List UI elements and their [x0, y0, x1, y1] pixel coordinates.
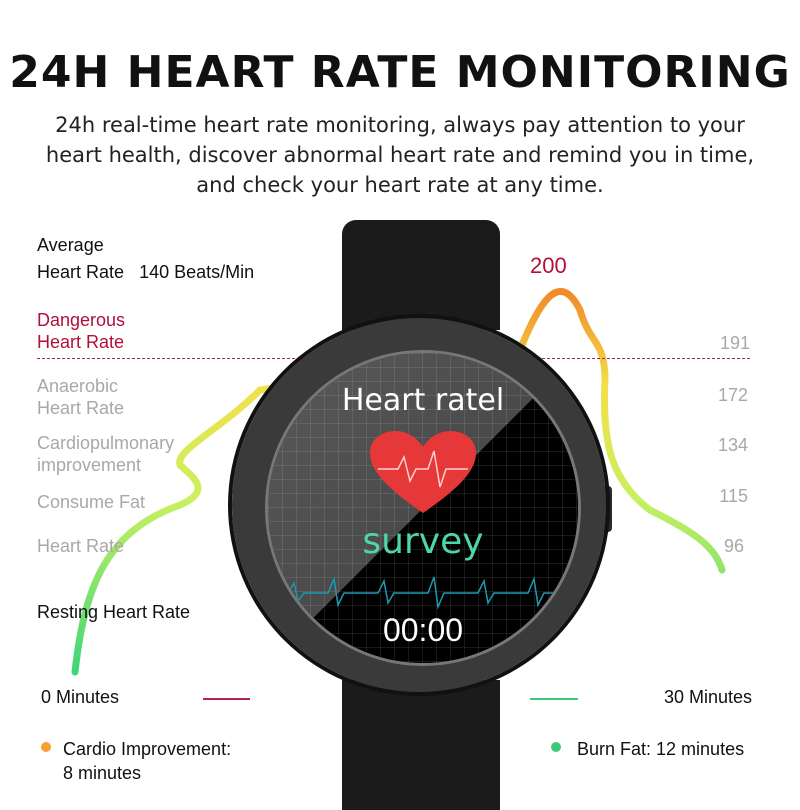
watch-strap-top: [342, 220, 500, 330]
heart-icon: [370, 431, 476, 513]
page-subtitle: 24h real-time heart rate monitoring, alw…: [45, 113, 755, 197]
watch-face: Heart ratel survey 00:00: [265, 350, 581, 666]
page-title: 24H HEART RATE MONITORING: [9, 47, 791, 98]
resting-heart-rate-label: Resting Heart Rate: [37, 602, 191, 622]
zone-value-cardiopulmonary: 134: [717, 435, 748, 455]
burn-legend: Burn Fat: 12 minutes: [577, 739, 745, 759]
watch-title: Heart ratel: [341, 383, 505, 418]
cardio-dot-icon: [41, 742, 51, 752]
time-end-label: 30 Minutes: [664, 687, 753, 707]
watch-time: 00:00: [382, 612, 464, 648]
zone-cardiopulmonary: Cardiopulmonary improvement: [37, 433, 175, 475]
zone-heart-rate: Heart Rate: [37, 536, 125, 556]
time-start-label: 0 Minutes: [41, 687, 120, 707]
watch-strap-bottom: [342, 680, 500, 810]
cardio-legend: Cardio Improvement: 8 minutes: [63, 739, 232, 783]
zone-consume-fat: Consume Fat: [37, 492, 146, 512]
average-label: Average Heart Rate 140 Beats/Min: [37, 235, 255, 282]
zone-value-anaerobic: 172: [717, 385, 748, 405]
average-value: 140 Beats/Min: [139, 262, 255, 282]
zone-dangerous: Dangerous Heart Rate: [37, 310, 126, 352]
zone-anaerobic: Anaerobic Heart Rate: [37, 376, 125, 418]
zone-value-heart-rate: 96: [723, 536, 744, 556]
ecg-wave-icon: [268, 576, 578, 610]
zone-value-consume-fat: 115: [719, 486, 748, 506]
peak-value: 200: [530, 253, 567, 278]
zone-value-dangerous: 191: [719, 333, 750, 353]
watch-survey-label: survey: [362, 521, 484, 562]
burn-dot-icon: [551, 742, 561, 752]
